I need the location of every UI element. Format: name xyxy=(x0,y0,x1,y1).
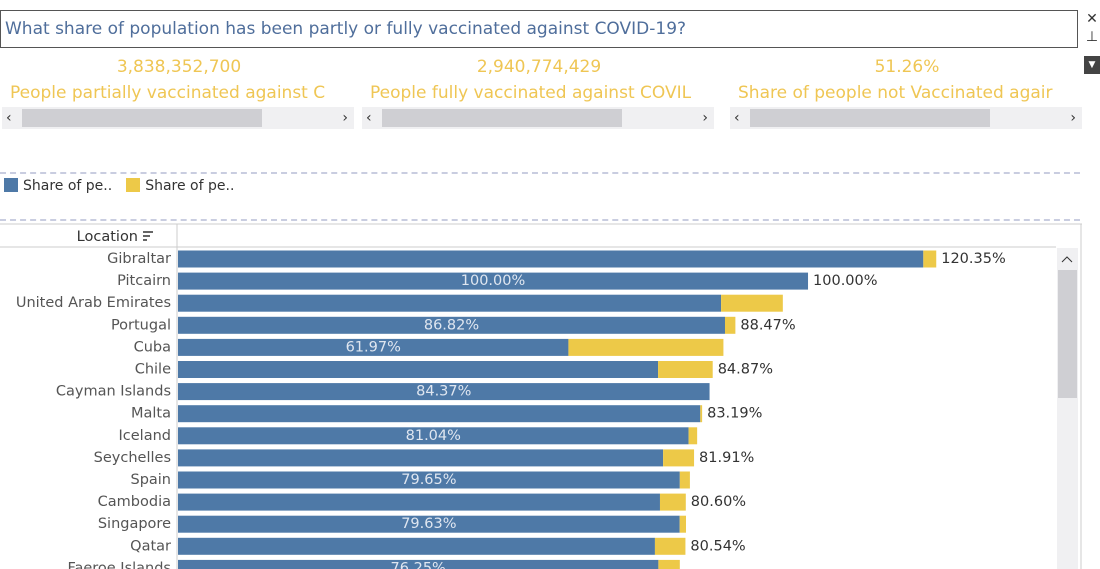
row-label: Singapore xyxy=(98,516,171,532)
bar xyxy=(178,361,659,378)
bar xyxy=(658,361,713,378)
row-label: Pitcairn xyxy=(117,273,171,289)
total-label: 83.19% xyxy=(707,406,762,422)
bar xyxy=(178,471,680,489)
bar xyxy=(178,427,689,445)
scroll-arrow: › xyxy=(342,110,348,126)
legend-label: Share of pe.. xyxy=(23,178,113,194)
scroll-arrow: ‹ xyxy=(366,110,372,126)
row-label: Portugal xyxy=(111,317,171,333)
bar xyxy=(654,537,686,555)
sort-icon[interactable] xyxy=(143,231,153,241)
kpi: 3,838,352,700 People partially vaccinated… xyxy=(4,54,354,106)
total-label: 88.47% xyxy=(740,317,795,333)
value-label: 61.97% xyxy=(346,339,401,355)
bar xyxy=(663,449,695,467)
bar xyxy=(178,559,659,569)
scroll-thumb xyxy=(382,109,622,127)
row-label: Cuba xyxy=(134,339,171,355)
total-label: 120.35% xyxy=(941,251,1006,267)
legend-swatch xyxy=(4,178,18,192)
bar xyxy=(178,316,725,334)
row-label: Malta xyxy=(131,406,171,422)
value-label: 100.00% xyxy=(461,273,526,289)
scroll-arrow: › xyxy=(1070,110,1076,126)
bar xyxy=(178,250,924,268)
divider xyxy=(0,172,1080,174)
bar xyxy=(568,338,724,356)
window-controls[interactable]: ✕ ⊥ xyxy=(1085,11,1099,45)
total-label: 80.60% xyxy=(691,494,746,510)
value-label: 76.25% xyxy=(391,560,446,569)
kpi-label: People fully vaccinated against COVIL xyxy=(370,83,692,103)
axis-label: Location xyxy=(77,229,138,245)
row-label: Qatar xyxy=(130,538,171,554)
legend-swatch xyxy=(126,178,141,192)
value-label: 84.37% xyxy=(416,384,471,400)
kpi-label: Share of people not Vaccinated agair xyxy=(738,83,1053,103)
bar xyxy=(178,515,680,533)
total-label: 81.91% xyxy=(699,450,754,466)
bar xyxy=(178,383,710,401)
row-label: Cayman Islands xyxy=(56,384,171,400)
bar xyxy=(688,427,698,445)
row-label: Chile xyxy=(135,362,171,378)
bar xyxy=(659,493,686,511)
bar xyxy=(700,405,703,423)
scroll-thumb xyxy=(22,109,262,127)
bar xyxy=(658,559,680,569)
bar xyxy=(724,316,736,334)
kpi-value: 2,940,774,429 xyxy=(476,57,602,77)
scrollbar[interactable]: ‹ › xyxy=(2,107,354,129)
row-label: Seychelles xyxy=(94,450,171,466)
scroll-arrow: ‹ xyxy=(6,110,12,126)
scrollbar[interactable]: ‹ › xyxy=(362,107,714,129)
bar xyxy=(721,294,783,312)
kpi: 51.26% Share of people not Vaccinated aga… xyxy=(732,54,1082,106)
value-label: 79.63% xyxy=(401,516,456,532)
value-label: 86.82% xyxy=(424,317,479,333)
row-label: Cambodia xyxy=(98,494,171,510)
total-label: 80.54% xyxy=(690,538,745,554)
kpi: 2,940,774,429 People fully vaccinated aga… xyxy=(364,54,714,106)
legend-label: Share of pe.. xyxy=(145,178,235,194)
legend-item: Share of pe.. xyxy=(126,178,234,194)
divider xyxy=(0,219,1080,221)
scroll-thumb xyxy=(750,109,990,127)
dropdown-button[interactable]: ▼ xyxy=(1084,56,1100,74)
bar xyxy=(178,405,701,423)
row-label: Gibraltar xyxy=(107,251,171,267)
bar xyxy=(178,537,655,555)
legend: Share of pe.. Share of pe.. xyxy=(4,178,234,194)
bar xyxy=(178,272,809,290)
legend-item: Share of pe.. xyxy=(4,178,112,194)
bar xyxy=(178,493,660,511)
bar xyxy=(178,449,664,467)
value-label: 81.04% xyxy=(406,428,461,444)
total-label: 100.00% xyxy=(813,273,878,289)
kpi-label: People partially vaccinated against C xyxy=(10,83,326,103)
title-bar: What share of population has been partly… xyxy=(0,10,1078,48)
scrollbar[interactable]: ‹ › xyxy=(730,107,1082,129)
scroll-arrow[interactable] xyxy=(1061,256,1073,263)
row-label: Iceland xyxy=(119,428,171,444)
bar xyxy=(178,294,722,312)
bar xyxy=(923,250,937,268)
value-label: 79.65% xyxy=(401,472,456,488)
bar xyxy=(178,338,569,356)
scroll-arrow: › xyxy=(702,110,708,126)
scroll-thumb[interactable] xyxy=(1058,270,1077,398)
bar xyxy=(679,515,686,533)
kpi-value: 3,838,352,700 xyxy=(116,57,242,77)
bar xyxy=(679,471,690,489)
row-label: Spain xyxy=(130,472,171,488)
row-label: United Arab Emirates xyxy=(16,295,171,311)
scroll-arrow: ‹ xyxy=(734,110,740,126)
kpi-value: 51.26% xyxy=(874,57,940,77)
row-label: Faeroe Islands xyxy=(67,560,171,569)
total-label: 84.87% xyxy=(718,362,773,378)
